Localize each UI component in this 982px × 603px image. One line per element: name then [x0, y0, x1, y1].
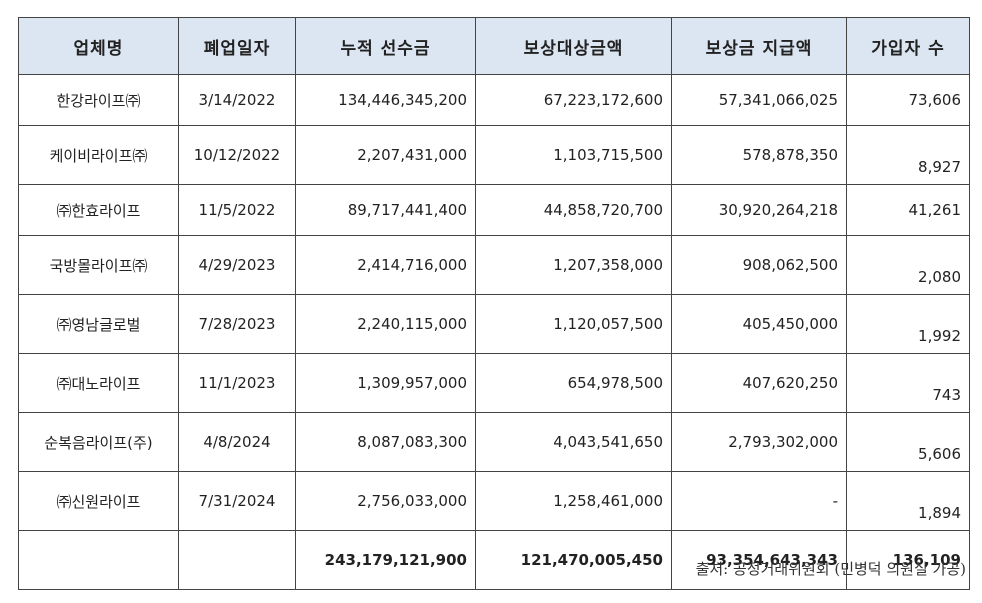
prepaid-cell: 134,446,345,200 — [295, 74, 476, 126]
total-company-cell — [18, 530, 179, 590]
prepaid-cell: 2,756,033,000 — [295, 471, 476, 531]
header-compensation-paid: 보상금 지급액 — [671, 17, 847, 75]
company-cell: 국방몰라이프㈜ — [18, 235, 179, 295]
table-row: ㈜신원라이프 7/31/2024 2,756,033,000 1,258,461… — [18, 471, 970, 531]
source-note: 출처: 공정거래위원회 (민병덕 의원실 가공) — [695, 560, 966, 578]
paid-cell: 30,920,264,218 — [671, 184, 847, 236]
company-cell: 순복음라이프(주) — [18, 412, 179, 472]
subscribers-cell: 2,080 — [846, 235, 970, 295]
paid-cell: 578,878,350 — [671, 125, 847, 185]
table-row: 순복음라이프(주) 4/8/2024 8,087,083,300 4,043,5… — [18, 412, 970, 472]
date-cell: 4/8/2024 — [178, 412, 296, 472]
target-cell: 654,978,500 — [475, 353, 672, 413]
subscribers-cell: 743 — [846, 353, 970, 413]
header-row: 업체명 폐업일자 누적 선수금 보상대상금액 보상금 지급액 가입자 수 — [18, 17, 970, 75]
subscribers-cell: 1,992 — [846, 294, 970, 354]
subscribers-cell: 1,894 — [846, 471, 970, 531]
company-cell: ㈜영남글로벌 — [18, 294, 179, 354]
date-cell: 7/28/2023 — [178, 294, 296, 354]
total-target-cell: 121,470,005,450 — [475, 530, 672, 590]
header-closure-date: 폐업일자 — [178, 17, 296, 75]
paid-cell: 405,450,000 — [671, 294, 847, 354]
table-row: ㈜한효라이프 11/5/2022 89,717,441,400 44,858,7… — [18, 184, 970, 236]
table-row: ㈜영남글로벌 7/28/2023 2,240,115,000 1,120,057… — [18, 294, 970, 354]
paid-cell: - — [671, 471, 847, 531]
target-cell: 1,120,057,500 — [475, 294, 672, 354]
paid-cell: 2,793,302,000 — [671, 412, 847, 472]
target-cell: 67,223,172,600 — [475, 74, 672, 126]
header-subscriber-count: 가입자 수 — [846, 17, 970, 75]
target-cell: 4,043,541,650 — [475, 412, 672, 472]
table-row: 케이비라이프㈜ 10/12/2022 2,207,431,000 1,103,7… — [18, 125, 970, 185]
date-cell: 4/29/2023 — [178, 235, 296, 295]
subscribers-cell: 5,606 — [846, 412, 970, 472]
subscribers-cell: 41,261 — [846, 184, 970, 236]
header-company: 업체명 — [18, 17, 179, 75]
company-cell: ㈜신원라이프 — [18, 471, 179, 531]
company-cell: 한강라이프㈜ — [18, 74, 179, 126]
target-cell: 1,258,461,000 — [475, 471, 672, 531]
target-cell: 1,103,715,500 — [475, 125, 672, 185]
date-cell: 10/12/2022 — [178, 125, 296, 185]
total-prepaid-cell: 243,179,121,900 — [295, 530, 476, 590]
paid-cell: 908,062,500 — [671, 235, 847, 295]
date-cell: 11/1/2023 — [178, 353, 296, 413]
subscribers-cell: 73,606 — [846, 74, 970, 126]
target-cell: 44,858,720,700 — [475, 184, 672, 236]
table-row: ㈜대노라이프 11/1/2023 1,309,957,000 654,978,5… — [18, 353, 970, 413]
total-row: 243,179,121,900 121,470,005,450 93,354,6… — [18, 530, 970, 590]
paid-cell: 57,341,066,025 — [671, 74, 847, 126]
header-prepaid-total: 누적 선수금 — [295, 17, 476, 75]
header-compensation-target: 보상대상금액 — [475, 17, 672, 75]
date-cell: 3/14/2022 — [178, 74, 296, 126]
date-cell: 11/5/2022 — [178, 184, 296, 236]
table-row: 국방몰라이프㈜ 4/29/2023 2,414,716,000 1,207,35… — [18, 235, 970, 295]
total-paid-cell: 93,354,643,343 — [671, 530, 847, 590]
company-cell: 케이비라이프㈜ — [18, 125, 179, 185]
date-cell: 7/31/2024 — [178, 471, 296, 531]
total-subscribers-cell: 136,109 — [846, 530, 970, 590]
paid-cell: 407,620,250 — [671, 353, 847, 413]
company-cell: ㈜대노라이프 — [18, 353, 179, 413]
prepaid-cell: 8,087,083,300 — [295, 412, 476, 472]
subscribers-cell: 8,927 — [846, 125, 970, 185]
prepaid-cell: 1,309,957,000 — [295, 353, 476, 413]
target-cell: 1,207,358,000 — [475, 235, 672, 295]
prepaid-cell: 89,717,441,400 — [295, 184, 476, 236]
funeral-service-closure-table: 업체명 폐업일자 누적 선수금 보상대상금액 보상금 지급액 가입자 수 한강라… — [18, 17, 970, 590]
total-date-cell — [178, 530, 296, 590]
prepaid-cell: 2,240,115,000 — [295, 294, 476, 354]
table-row: 한강라이프㈜ 3/14/2022 134,446,345,200 67,223,… — [18, 74, 970, 126]
prepaid-cell: 2,207,431,000 — [295, 125, 476, 185]
prepaid-cell: 2,414,716,000 — [295, 235, 476, 295]
company-cell: ㈜한효라이프 — [18, 184, 179, 236]
